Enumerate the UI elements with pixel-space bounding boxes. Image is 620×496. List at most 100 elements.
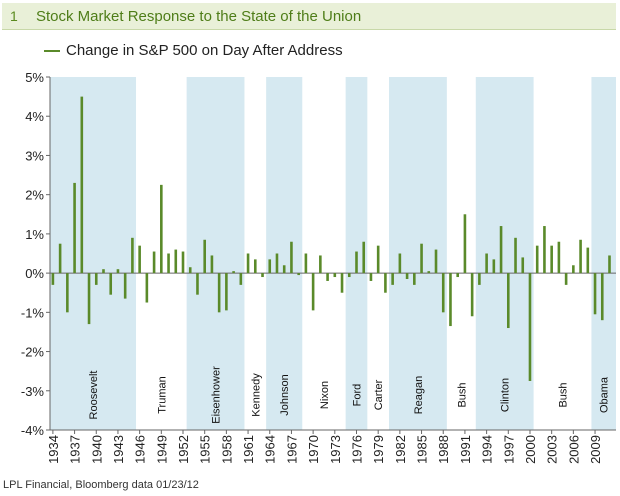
bar-1939 (87, 273, 91, 325)
bar-2007 (579, 239, 582, 274)
bar-2000 (528, 273, 532, 381)
x-tick-label: 2003 (545, 435, 560, 464)
x-tick-label: 1961 (241, 435, 256, 464)
x-tick-label: 1940 (89, 435, 104, 464)
bar-1979 (376, 245, 380, 274)
bar-2001 (535, 245, 539, 274)
bar-2009 (593, 273, 597, 315)
bar-1989 (449, 273, 452, 327)
y-tick-label: -1% (21, 305, 45, 320)
bar-1970 (311, 273, 315, 311)
bar-1992 (470, 273, 474, 317)
admin-label: Johnson (279, 374, 291, 416)
bar-1978 (369, 273, 373, 281)
admin-label: Roosevelt (88, 371, 100, 420)
y-tick-label: -2% (21, 345, 45, 360)
bar-1971 (319, 255, 322, 274)
bar-1943 (116, 269, 120, 274)
y-tick-label: 3% (25, 148, 44, 163)
bar-1969 (304, 253, 308, 274)
bar-1949 (160, 184, 163, 274)
bar-1953 (188, 267, 192, 274)
bar-2004 (557, 241, 561, 274)
bar-1958 (225, 273, 228, 311)
bar-1985 (420, 243, 423, 274)
bar-1968 (297, 273, 300, 276)
bar-1954 (196, 273, 199, 295)
bar-1947 (145, 273, 149, 303)
x-tick-label: 2006 (566, 435, 581, 464)
x-tick-label: 1973 (328, 435, 343, 464)
bar-1972 (326, 273, 329, 281)
admin-label: Truman (156, 376, 168, 414)
bar-1999 (521, 257, 525, 274)
bar-1935 (58, 243, 62, 274)
bar-1980 (384, 273, 387, 293)
bar-1977 (362, 241, 366, 274)
bar-1946 (138, 245, 141, 274)
bar-1945 (131, 237, 134, 274)
y-tick-label: -4% (21, 423, 45, 438)
x-tick-label: 1937 (68, 435, 83, 464)
bar-1995 (492, 259, 496, 274)
bar-1967 (290, 241, 293, 274)
x-tick-label: 1955 (198, 435, 213, 464)
bar-1993 (478, 273, 481, 285)
admin-label: Nixon (319, 381, 331, 409)
bar-1996 (499, 226, 503, 274)
admin-label: Clinton (500, 378, 512, 412)
bar-1982 (398, 253, 402, 274)
bar-1961 (246, 253, 250, 274)
bar-1960 (239, 273, 243, 285)
bar-1984 (413, 273, 416, 285)
bar-1936 (66, 273, 69, 313)
admin-band-10 (475, 77, 534, 430)
x-tick-label: 1970 (306, 435, 321, 464)
x-tick-label: 1997 (501, 435, 516, 464)
x-tick-label: 1958 (219, 435, 234, 464)
x-tick-label: 1988 (436, 435, 451, 464)
x-tick-label: 1985 (415, 435, 430, 464)
x-tick-label: 1964 (263, 435, 278, 464)
bar-1938 (80, 96, 84, 274)
bar-1998 (514, 237, 517, 274)
bar-1952 (181, 251, 185, 274)
bar-1955 (203, 239, 206, 274)
admin-label: Bush (456, 382, 468, 407)
figure-number: 1 (10, 8, 18, 24)
x-tick-label: 1949 (154, 435, 169, 464)
bar-1986 (427, 271, 431, 274)
admin-label: Kennedy (250, 373, 262, 417)
admin-band-12 (591, 77, 616, 430)
bar-1963 (261, 273, 264, 278)
bar-1934 (51, 273, 55, 285)
y-tick-label: 2% (25, 188, 44, 203)
bar-1944 (123, 273, 127, 299)
bar-1983 (405, 273, 409, 279)
x-tick-label: 1952 (176, 435, 191, 464)
x-tick-label: 1994 (480, 435, 495, 464)
x-tick-label: 1943 (111, 435, 126, 464)
x-tick-label: 1934 (46, 435, 61, 464)
bar-1991 (463, 214, 467, 274)
bar-1988 (441, 273, 445, 313)
bar-2005 (564, 273, 568, 285)
bar-2011 (608, 255, 611, 274)
admin-band-0 (50, 77, 137, 430)
bar-1966 (282, 265, 286, 274)
legend-label: Change in S&P 500 on Day After Address (66, 42, 343, 59)
bar-1940 (94, 273, 98, 285)
bar-1965 (275, 253, 279, 274)
admin-label: Bush (558, 382, 570, 407)
admin-label: Ford (351, 384, 363, 407)
chart-title: Stock Market Response to the State of th… (36, 8, 362, 25)
bar-1981 (391, 273, 394, 285)
source-note: LPL Financial, Bloomberg data 01/23/12 (3, 479, 199, 491)
admin-label: Reagan (413, 376, 425, 415)
x-tick-label: 2009 (588, 435, 603, 464)
bar-1962 (253, 259, 257, 274)
bar-1973 (333, 273, 337, 278)
bar-1941 (102, 269, 105, 274)
admin-label: Carter (373, 379, 385, 410)
